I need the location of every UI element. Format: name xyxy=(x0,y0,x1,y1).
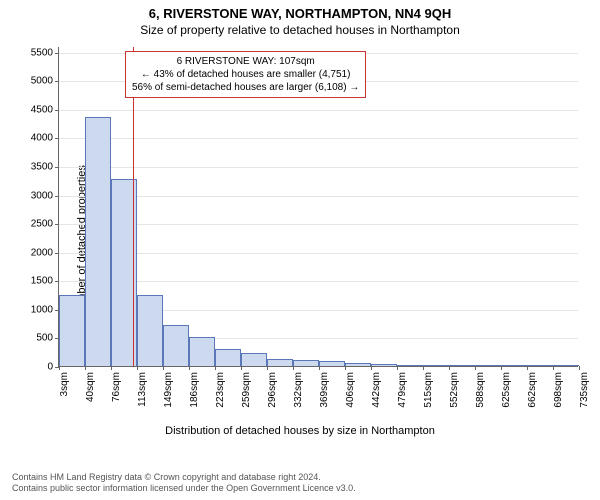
x-tick-label: 735sqm xyxy=(579,372,590,408)
footer: Contains HM Land Registry data © Crown c… xyxy=(12,472,356,495)
gridline xyxy=(59,224,578,225)
footer-line-2: Contains public sector information licen… xyxy=(12,483,356,494)
bar xyxy=(371,364,396,366)
y-tick-label: 3500 xyxy=(31,162,59,173)
x-tick-label: 40sqm xyxy=(85,372,96,402)
x-tick-label: 369sqm xyxy=(319,372,330,408)
page-title: 6, RIVERSTONE WAY, NORTHAMPTON, NN4 9QH xyxy=(0,0,600,21)
x-axis-label: Distribution of detached houses by size … xyxy=(0,425,600,437)
bar xyxy=(397,365,422,366)
y-tick-label: 500 xyxy=(36,333,59,344)
y-tick-label: 4500 xyxy=(31,104,59,115)
gridline xyxy=(59,196,578,197)
x-tick-mark xyxy=(423,366,424,370)
x-tick-mark xyxy=(267,366,268,370)
x-tick-mark xyxy=(85,366,86,370)
y-tick-label: 3000 xyxy=(31,190,59,201)
gridline xyxy=(59,281,578,282)
x-tick-mark xyxy=(475,366,476,370)
x-tick-mark xyxy=(163,366,164,370)
gridline xyxy=(59,167,578,168)
x-tick-label: 76sqm xyxy=(111,372,122,402)
x-tick-mark xyxy=(527,366,528,370)
x-tick-label: 3sqm xyxy=(59,372,70,396)
bar xyxy=(527,365,552,366)
x-tick-mark xyxy=(397,366,398,370)
x-tick-label: 662sqm xyxy=(527,372,538,408)
y-tick-label: 2500 xyxy=(31,219,59,230)
y-tick-label: 1500 xyxy=(31,276,59,287)
y-tick-label: 4000 xyxy=(31,133,59,144)
annotation-line-2: ← 43% of detached houses are smaller (4,… xyxy=(132,68,359,81)
x-tick-label: 186sqm xyxy=(189,372,200,408)
bar xyxy=(319,361,344,366)
x-tick-label: 406sqm xyxy=(345,372,356,408)
x-tick-mark xyxy=(215,366,216,370)
y-tick-label: 5500 xyxy=(31,47,59,58)
x-tick-label: 296sqm xyxy=(267,372,278,408)
x-tick-label: 442sqm xyxy=(371,372,382,408)
gridline xyxy=(59,253,578,254)
x-tick-mark xyxy=(371,366,372,370)
y-tick-label: 1000 xyxy=(31,304,59,315)
x-tick-mark xyxy=(189,366,190,370)
bar xyxy=(553,365,578,366)
y-tick-label: 5000 xyxy=(31,76,59,87)
footer-line-1: Contains HM Land Registry data © Crown c… xyxy=(12,472,356,483)
x-tick-mark xyxy=(111,366,112,370)
x-tick-mark xyxy=(553,366,554,370)
annotation-line-3: 56% of semi-detached houses are larger (… xyxy=(132,81,359,94)
gridline xyxy=(59,110,578,111)
x-tick-label: 698sqm xyxy=(553,372,564,408)
x-tick-label: 113sqm xyxy=(137,372,148,407)
bar xyxy=(293,360,318,366)
bar xyxy=(59,295,84,366)
x-tick-label: 223sqm xyxy=(215,372,226,408)
bar xyxy=(163,325,188,366)
bar xyxy=(449,365,474,366)
bar xyxy=(501,365,526,366)
x-tick-label: 479sqm xyxy=(397,372,408,408)
x-tick-label: 332sqm xyxy=(293,372,304,408)
x-tick-mark xyxy=(137,366,138,370)
annotation-line-1: 6 RIVERSTONE WAY: 107sqm xyxy=(132,55,359,68)
gridline xyxy=(59,138,578,139)
bar xyxy=(423,365,448,366)
bar xyxy=(215,349,240,366)
x-tick-label: 149sqm xyxy=(163,372,174,408)
annotation-box: 6 RIVERSTONE WAY: 107sqm ← 43% of detach… xyxy=(125,51,366,98)
x-tick-label: 588sqm xyxy=(475,372,486,408)
bar xyxy=(241,353,266,366)
x-tick-label: 259sqm xyxy=(241,372,252,408)
x-tick-label: 515sqm xyxy=(423,372,434,408)
chart-container: Number of detached properties 0500100015… xyxy=(0,41,600,441)
bar xyxy=(267,359,292,366)
bar xyxy=(137,295,162,366)
x-tick-mark xyxy=(501,366,502,370)
x-tick-mark xyxy=(293,366,294,370)
bar xyxy=(345,363,370,366)
y-tick-label: 0 xyxy=(47,362,59,373)
x-tick-mark xyxy=(241,366,242,370)
bar xyxy=(189,337,214,366)
x-tick-label: 625sqm xyxy=(501,372,512,408)
x-tick-mark xyxy=(59,366,60,370)
x-tick-label: 552sqm xyxy=(449,372,460,408)
plot-area: 0500100015002000250030003500400045005000… xyxy=(58,47,578,367)
page-subtitle: Size of property relative to detached ho… xyxy=(0,21,600,41)
x-tick-mark xyxy=(579,366,580,370)
y-tick-label: 2000 xyxy=(31,247,59,258)
x-tick-mark xyxy=(319,366,320,370)
bar xyxy=(85,117,110,366)
bar xyxy=(475,365,500,366)
x-tick-mark xyxy=(345,366,346,370)
x-tick-mark xyxy=(449,366,450,370)
